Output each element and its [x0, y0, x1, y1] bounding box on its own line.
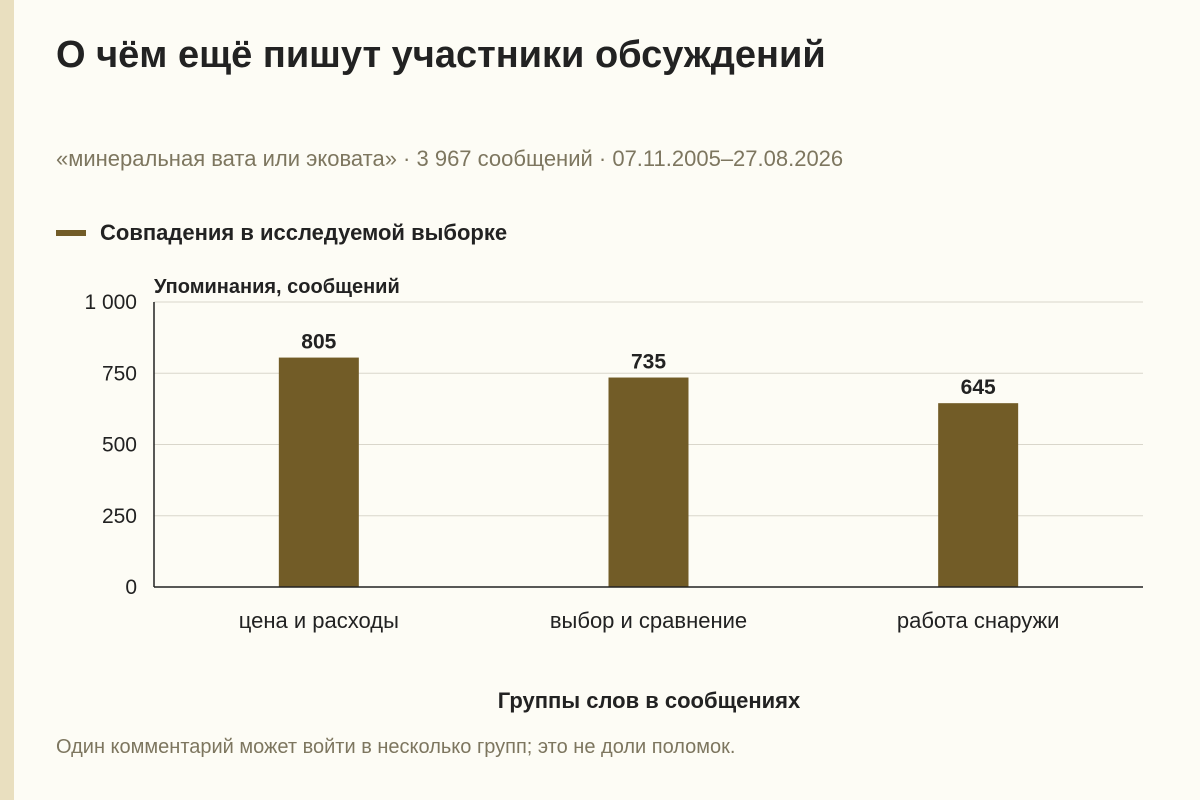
- y-axis-label: Упоминания, сообщений: [154, 276, 400, 298]
- bar-value-label: 735: [631, 351, 666, 374]
- y-tick-label: 500: [102, 434, 137, 457]
- x-tick-label: выбор и сравнение: [550, 608, 747, 633]
- page-subtitle: «минеральная вата или эковата» · 3 967 с…: [56, 146, 844, 171]
- x-tick-label: работа снаружи: [897, 608, 1060, 633]
- bar: [278, 357, 359, 587]
- chart-labels: 0 250 500 750 1 000 805 цена и расходы 735 выбор…: [84, 291, 1059, 633]
- page-title: О чём ещё пишут участники обсуждений: [56, 34, 826, 76]
- y-tick-label: 250: [102, 505, 137, 528]
- bar: [938, 403, 1019, 587]
- bar: [608, 377, 689, 587]
- legend-swatch: [56, 230, 86, 236]
- x-tick-label: цена и расходы: [239, 608, 399, 633]
- footnote: Один комментарий может войти в несколько…: [56, 736, 736, 758]
- left-accent-stripe: [0, 0, 14, 800]
- bar-value-label: 805: [301, 331, 336, 354]
- y-tick-label: 750: [102, 362, 137, 385]
- legend-label: Совпадения в исследуемой выборке: [100, 220, 508, 245]
- y-tick-label: 0: [125, 576, 137, 599]
- bars: [278, 357, 1019, 587]
- x-axis-label: Группы слов в сообщениях: [498, 688, 801, 713]
- chart-legend: Совпадения в исследуемой выборке: [56, 219, 507, 247]
- axes: [153, 302, 1143, 588]
- bar-value-label: 645: [961, 376, 996, 399]
- y-tick-label: 1 000: [84, 291, 137, 314]
